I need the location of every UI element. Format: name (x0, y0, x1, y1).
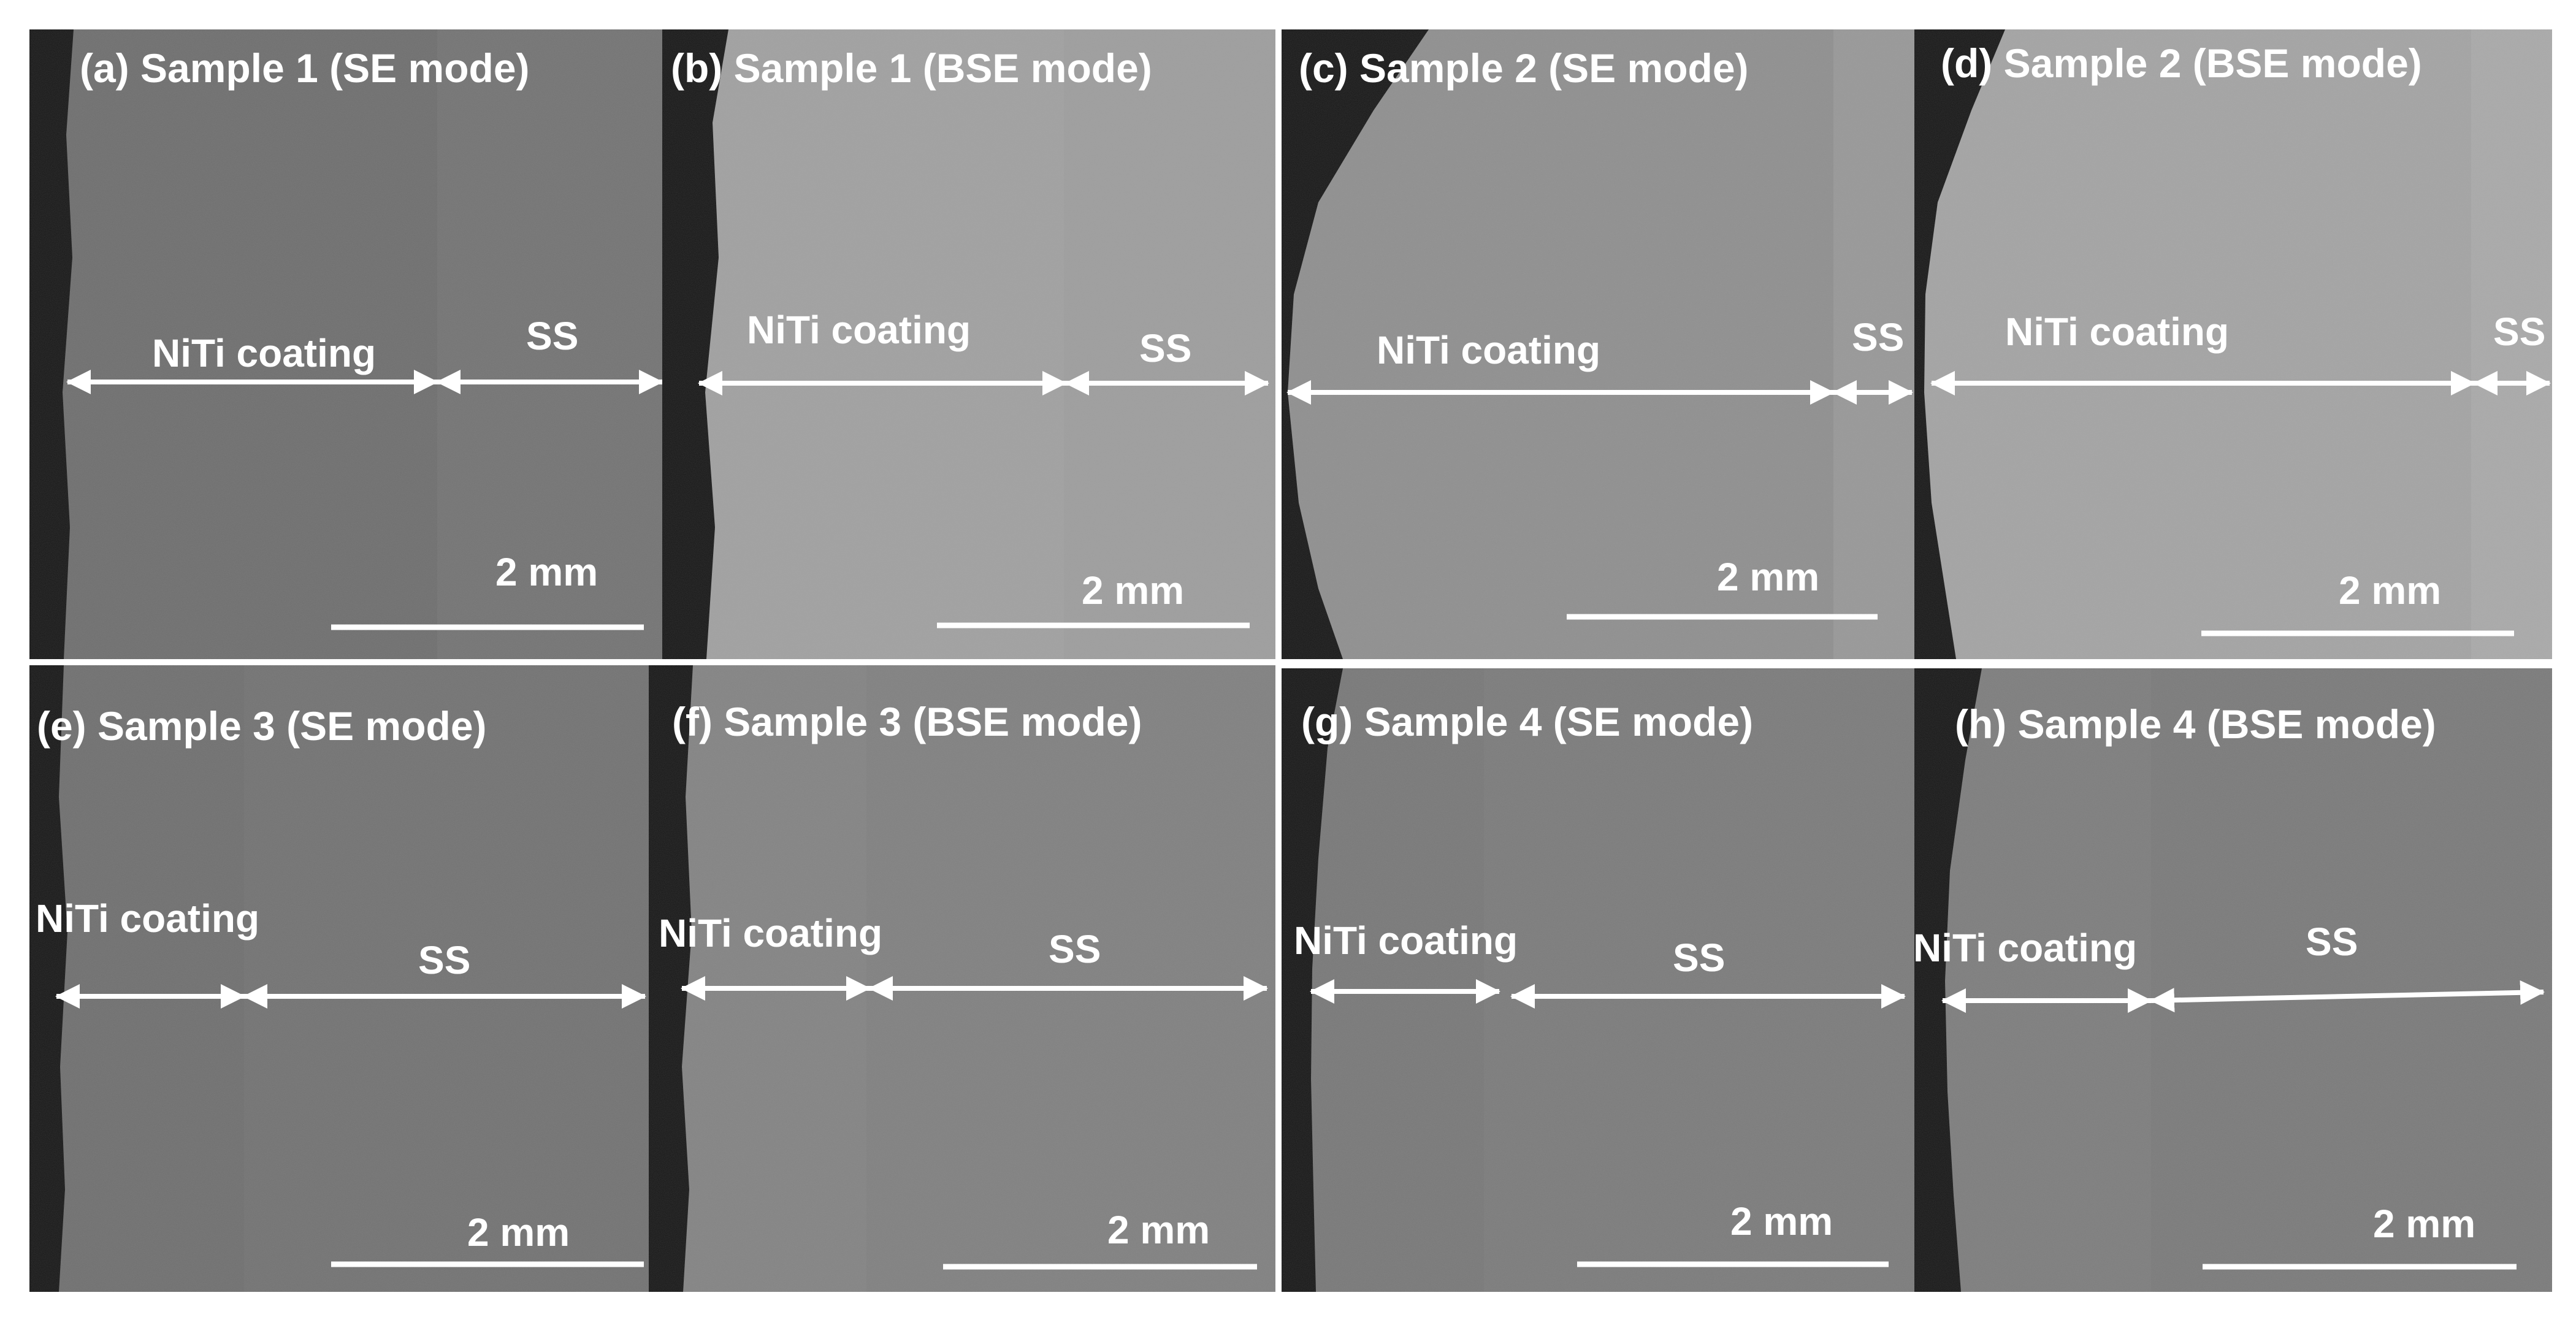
panel-h: (h) Sample 4 (BSE mode) NiTi coating SS … (1913, 668, 2552, 1292)
substrate-label-c: SS (1852, 315, 1904, 359)
panel-d: (d) Sample 2 (BSE mode) NiTi coating SS … (1914, 29, 2552, 659)
scale-label-c: 2 mm (1717, 555, 1819, 599)
panel-f: (f) Sample 3 (BSE mode) NiTi coating SS … (649, 665, 1275, 1292)
panel-title-f: (f) Sample 3 (BSE mode) (672, 699, 1142, 744)
panel-title-c: (c) Sample 2 (SE mode) (1299, 45, 1749, 91)
substrate-label-f: SS (1049, 927, 1101, 971)
panel-title-b: (b) Sample 1 (BSE mode) (671, 45, 1152, 91)
substrate-label-b: SS (1139, 326, 1191, 370)
scale-label-f: 2 mm (1107, 1208, 1210, 1252)
coating-label-f: NiTi coating (659, 911, 882, 955)
scale-label-e: 2 mm (467, 1210, 570, 1254)
substrate-arrow-h (2150, 980, 2545, 1013)
panel-b: (b) Sample 1 (BSE mode) NiTi coating SS … (662, 29, 1275, 659)
coating-label-e: NiTi coating (36, 896, 259, 941)
panel-a: (a) Sample 1 (SE mode) NiTi coating SS 2… (29, 29, 663, 659)
coating-label-h: NiTi coating (1913, 926, 2137, 970)
panel-g: (g) Sample 4 (SE mode) NiTi coating SS 2… (1282, 668, 1914, 1292)
scale-label-g: 2 mm (1730, 1199, 1833, 1243)
coating-label-b: NiTi coating (747, 308, 971, 352)
scale-label-h: 2 mm (2373, 1202, 2475, 1246)
scale-label-b: 2 mm (1082, 568, 1184, 613)
substrate-label-d: SS (2493, 310, 2545, 354)
substrate-label-e: SS (418, 938, 470, 982)
panel-title-e: (e) Sample 3 (SE mode) (37, 703, 487, 749)
coating-label-a: NiTi coating (152, 331, 376, 375)
panel-e: (e) Sample 3 (SE mode) NiTi coating SS 2… (29, 665, 649, 1292)
panel-c: (c) Sample 2 (SE mode) NiTi coating SS 2… (1282, 29, 1914, 659)
coating-label-d: NiTi coating (2005, 310, 2229, 354)
substrate-label-g: SS (1673, 936, 1725, 980)
coating-label-c: NiTi coating (1377, 328, 1600, 372)
coating-label-g: NiTi coating (1294, 918, 1518, 963)
scale-label-a: 2 mm (495, 550, 598, 594)
panel-title-a: (a) Sample 1 (SE mode) (80, 45, 530, 91)
panel-title-g: (g) Sample 4 (SE mode) (1301, 699, 1753, 744)
scale-label-d: 2 mm (2339, 568, 2441, 613)
panel-title-d: (d) Sample 2 (BSE mode) (1941, 40, 2422, 86)
substrate-label-a: SS (526, 314, 578, 358)
substrate-label-h: SS (2306, 920, 2358, 964)
panel-title-h: (h) Sample 4 (BSE mode) (1955, 701, 2436, 747)
